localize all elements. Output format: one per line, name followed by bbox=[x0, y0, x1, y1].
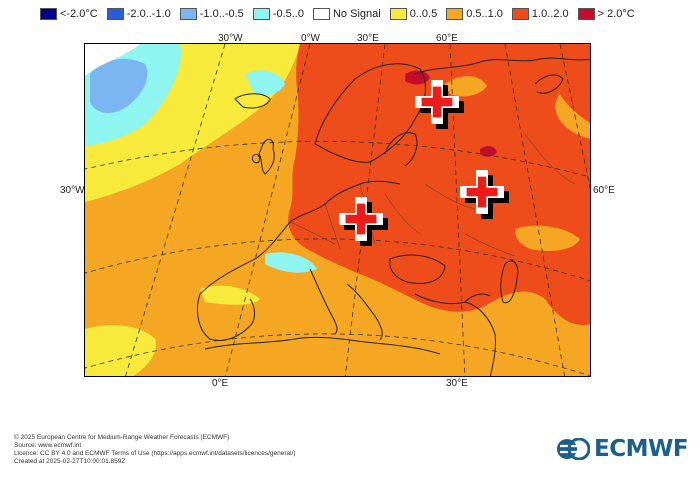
legend-item: -1.0..-0.5 bbox=[179, 8, 244, 20]
legend-swatch bbox=[511, 8, 529, 20]
legend-swatch bbox=[446, 8, 464, 20]
legend-swatch bbox=[577, 8, 595, 20]
region-strong-warm bbox=[288, 44, 590, 325]
legend-swatch bbox=[106, 8, 124, 20]
region-slight-cool bbox=[245, 70, 285, 96]
graticule-label-top: 0°W bbox=[301, 33, 320, 44]
region-strong-warm bbox=[530, 44, 590, 123]
legend-item: No Signal bbox=[312, 8, 381, 20]
legend-label: > 2.0°C bbox=[597, 8, 635, 20]
legend-item: 1.0..2.0 bbox=[511, 8, 569, 20]
coastlines bbox=[197, 57, 590, 376]
region-moderate-warm bbox=[445, 75, 487, 97]
credit-line: Licence: CC BY 4.0 and ECMWF Terms of Us… bbox=[14, 450, 296, 457]
ecmwf-logo: ECMWF bbox=[556, 436, 689, 462]
legend-swatch bbox=[179, 8, 197, 20]
region-very-warm bbox=[405, 70, 430, 85]
legend-label: 0..0.5 bbox=[409, 8, 438, 20]
legend-item: 0.5..1.0 bbox=[446, 8, 503, 20]
graticule-label-left: 30°W bbox=[60, 185, 85, 196]
legend-item: 0..0.5 bbox=[389, 8, 438, 20]
credit-line: © 2025 European Centre for Medium-Range … bbox=[14, 434, 230, 441]
graticule-label-top: 60°E bbox=[436, 33, 458, 44]
credits: © 2025 European Centre for Medium-Range … bbox=[14, 434, 296, 466]
legend: <-2.0°C -2.0..-1.0 -1.0..-0.5 -0.5..0 No… bbox=[40, 6, 644, 22]
anomaly-map bbox=[84, 43, 591, 377]
legend-label: 0.5..1.0 bbox=[466, 8, 503, 20]
legend-item: -2.0..-1.0 bbox=[106, 8, 171, 20]
legend-swatch bbox=[389, 8, 407, 20]
legend-swatch bbox=[312, 8, 330, 20]
legend-label: -0.5..0 bbox=[272, 8, 304, 20]
region-moderate-warm bbox=[515, 225, 580, 251]
credit-line: Created at 2025-02-27T10:00:01.859Z bbox=[14, 458, 126, 465]
region-very-warm bbox=[480, 146, 497, 157]
ecmwf-logo-icon bbox=[557, 438, 590, 460]
region-slight-cool bbox=[265, 252, 317, 273]
legend-label: No Signal bbox=[332, 8, 381, 20]
graticule-label-top: 30°W bbox=[218, 33, 243, 44]
legend-item: -0.5..0 bbox=[252, 8, 304, 20]
graticule-label-bottom: 0°E bbox=[212, 378, 229, 389]
credit-line: Source: www.ecmwf.int bbox=[14, 442, 82, 449]
region-no-signal bbox=[85, 44, 140, 76]
graticule-label-top: 30°E bbox=[357, 33, 379, 44]
legend-swatch bbox=[40, 8, 57, 20]
ecmwf-logo-text: ECMWF bbox=[594, 436, 689, 462]
graticule-label-right: 60°E bbox=[593, 185, 615, 196]
legend-label: -2.0..-1.0 bbox=[126, 8, 171, 20]
legend-item: <-2.0°C bbox=[40, 8, 98, 20]
legend-label: <-2.0°C bbox=[60, 8, 98, 20]
legend-label: 1.0..2.0 bbox=[531, 8, 569, 20]
region-cool bbox=[90, 58, 148, 114]
legend-item: > 2.0°C bbox=[577, 8, 635, 20]
map-canvas bbox=[85, 44, 590, 376]
legend-swatch bbox=[252, 8, 270, 20]
graticule-label-bottom: 30°E bbox=[446, 378, 468, 389]
legend-label: -1.0..-0.5 bbox=[199, 8, 244, 20]
